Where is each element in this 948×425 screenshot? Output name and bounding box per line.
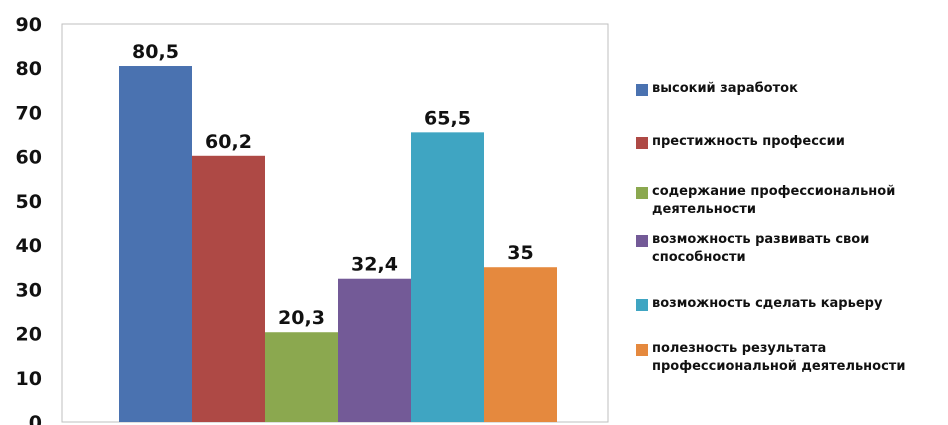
legend-item: возможность сделать карьеру: [636, 295, 944, 313]
data-label: 32,4: [351, 254, 398, 276]
legend-label: содержание профессиональной деятельности: [652, 184, 896, 217]
y-tick-label: 60: [16, 147, 42, 169]
legend-item: содержание профессиональной деятельности: [636, 183, 944, 219]
y-tick-label: 30: [16, 279, 42, 301]
data-label: 60,2: [205, 131, 252, 153]
legend-label: возможность сделать карьеру: [652, 296, 883, 311]
legend-label: возможность развивать свои способности: [652, 232, 870, 265]
bar: [265, 332, 338, 422]
data-label: 65,5: [424, 107, 471, 129]
data-labels-group: 80,5 60,2 20,3 32,4 65,5 35: [132, 41, 534, 329]
y-tick-label: 80: [16, 58, 42, 80]
legend-item: престижность профессии: [636, 133, 944, 151]
y-tick-label: 0: [29, 412, 42, 425]
legend-swatch: [636, 187, 648, 199]
y-tick-label: 50: [16, 191, 42, 213]
bar: [411, 132, 484, 422]
y-tick-label: 90: [16, 14, 42, 36]
bar: [338, 278, 411, 422]
y-axis-tick-labels: 0 10 20 30 40 50 60 70 80 90: [16, 14, 42, 425]
data-label: 20,3: [278, 307, 325, 329]
legend-swatch: [636, 344, 648, 356]
bar: [484, 267, 557, 422]
legend-swatch: [636, 299, 648, 311]
bar: [119, 66, 192, 422]
legend-item: возможность развивать свои способности: [636, 231, 944, 267]
legend-label: высокий заработок: [652, 81, 798, 96]
bars-group: [119, 66, 557, 422]
legend-label: престижность профессии: [652, 134, 845, 149]
y-tick-label: 20: [16, 324, 42, 346]
bar: [192, 155, 265, 422]
legend-item: полезность результата профессиональной д…: [636, 340, 944, 376]
legend-item: высокий заработок: [636, 80, 944, 98]
y-tick-label: 40: [16, 235, 42, 257]
legend-swatch: [636, 137, 648, 149]
legend-swatch: [636, 235, 648, 247]
legend-label: полезность результата профессиональной д…: [652, 341, 906, 374]
y-tick-label: 10: [16, 368, 42, 390]
data-label: 80,5: [132, 41, 179, 63]
data-label: 35: [507, 242, 533, 264]
legend-swatch: [636, 84, 648, 96]
y-tick-label: 70: [16, 102, 42, 124]
